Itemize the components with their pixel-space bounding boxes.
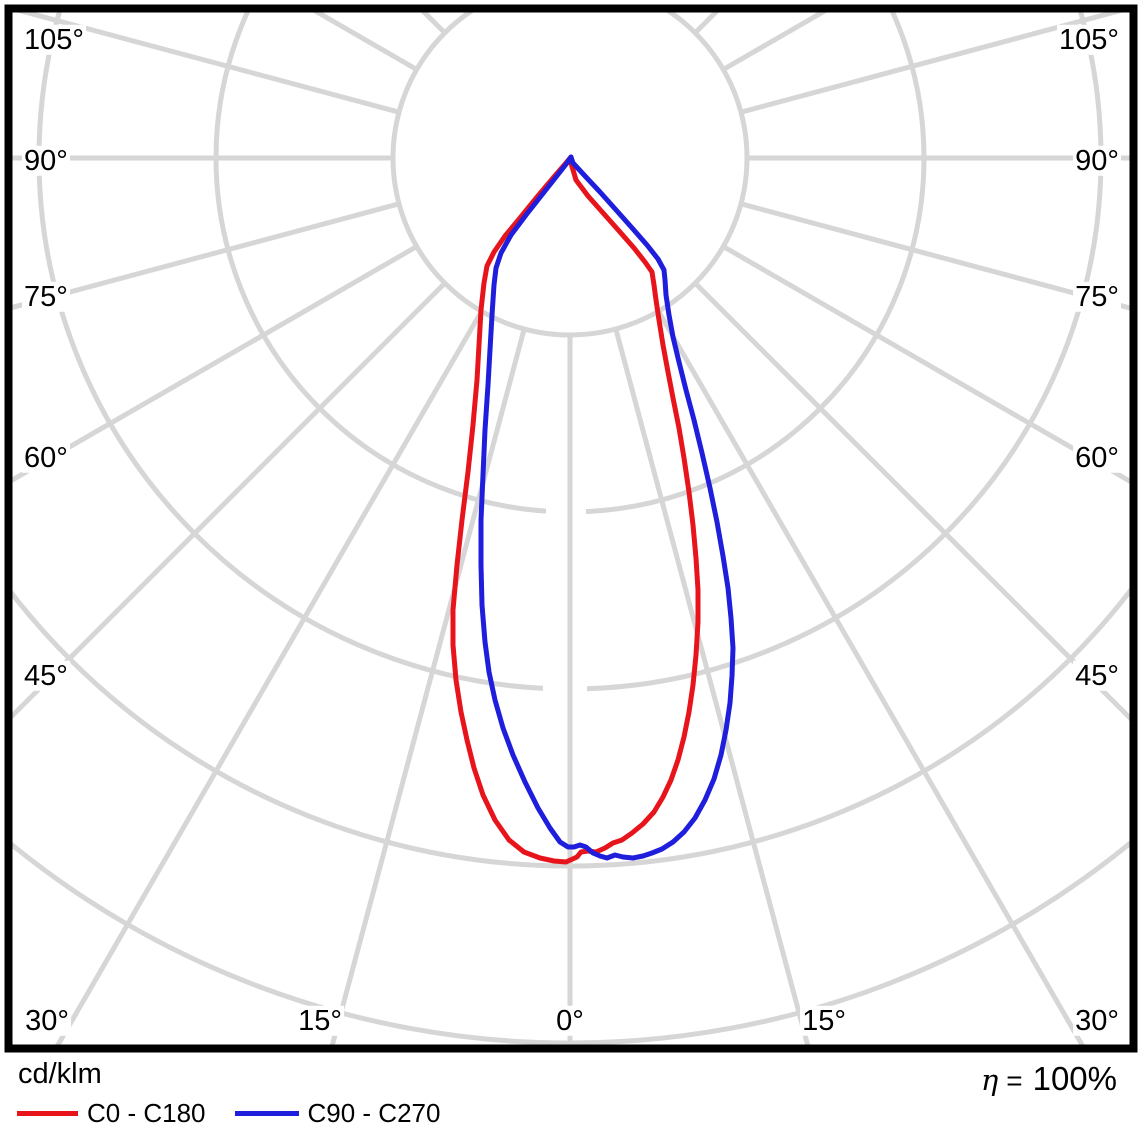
eta-value: 100%: [1032, 1060, 1117, 1097]
grid-spoke: [17, 12, 400, 115]
grid-spoke: [12, 201, 400, 310]
legend-swatch-c0-c180: [17, 1110, 78, 1116]
legend: C0 - C180 C90 - C270: [17, 1098, 440, 1128]
legend-label-c0-c180: C0 - C180: [87, 1097, 206, 1128]
grid-spoke: [656, 310, 1085, 1045]
legend-label-c90-c270: C90 - C270: [307, 1097, 441, 1128]
grid-spoke: [12, 281, 447, 720]
eta-symbol: η: [980, 1063, 999, 1097]
grid-spoke: [12, 244, 418, 483]
unit-label: cd/klm: [18, 1058, 102, 1090]
grid-spoke: [55, 310, 484, 1045]
grid-spoke: [740, 201, 1130, 311]
curve-c0-c180: [450, 154, 701, 865]
ring-label-gap: [543, 679, 587, 699]
curve-c90-c270: [478, 154, 736, 861]
legend-swatch-c90-c270: [234, 1110, 299, 1116]
efficiency-label: η = 100%: [981, 1060, 1117, 1098]
grid-spoke: [740, 12, 1123, 115]
ring-label-gap: [546, 502, 586, 522]
grid-spoke: [613, 328, 811, 1045]
plot-border: [4, 4, 1138, 1053]
eta-equals: =: [1006, 1065, 1023, 1096]
grid-spoke: [722, 244, 1130, 484]
grid-spoke: [693, 281, 1130, 722]
